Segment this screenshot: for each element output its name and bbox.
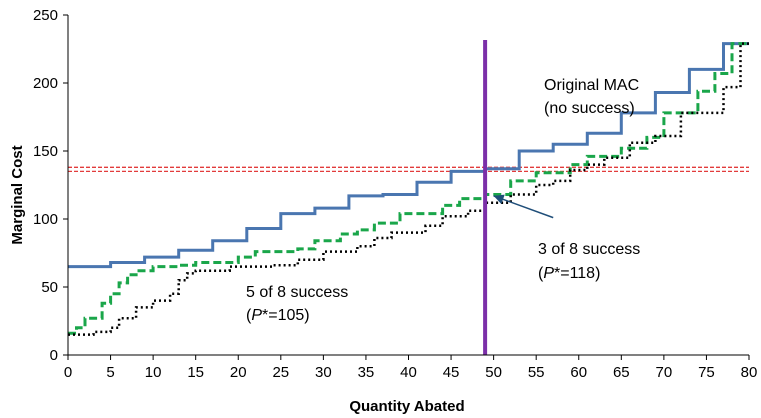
- x-tick-label: 80: [741, 364, 758, 381]
- annotation-3of8-value: *=118): [554, 265, 600, 282]
- y-tick-label: 150: [33, 143, 58, 160]
- y-tick-label: 250: [33, 7, 58, 24]
- series-layer: [68, 40, 749, 355]
- reference-lines: [68, 166, 749, 173]
- x-tick-label: 70: [656, 364, 673, 381]
- annotation-3of8-paren-open: (: [538, 265, 544, 282]
- x-tick-label: 75: [698, 364, 715, 381]
- x-tick-label: 55: [528, 364, 545, 381]
- annotation-5of8-line1: 5 of 8 success: [246, 284, 348, 301]
- x-tick-label: 0: [64, 364, 72, 381]
- series-original-mac: [68, 42, 749, 269]
- x-ticks: 0 5 10 15 20 25 30 35 40 45 50 55 60 65 70 75 80: [64, 355, 758, 381]
- arrow-head: [493, 194, 505, 205]
- annotation-3of8-p: P: [543, 265, 554, 282]
- annotation-3of8-line1: 3 of 8 success: [538, 241, 640, 258]
- annotation-original-mac-line1: Original MAC: [544, 77, 639, 94]
- y-tick-label: 0: [50, 347, 58, 364]
- x-tick-label: 45: [443, 364, 460, 381]
- x-tick-label: 15: [187, 364, 204, 381]
- y-ticks: 0 50 100 150 200 250: [33, 7, 68, 364]
- x-tick-label: 35: [358, 364, 375, 381]
- series-5-of-8-success: [68, 42, 749, 335]
- annotation-arrow: [493, 194, 554, 219]
- x-tick-label: 50: [485, 364, 502, 381]
- annotation-5of8-line2: (P*=105): [246, 307, 310, 324]
- annotation-5of8-value: *=105): [262, 307, 310, 324]
- annotation-original-mac-line2: (no success): [544, 100, 635, 117]
- y-tick-label: 100: [33, 211, 58, 228]
- annotation-3of8-line2: (P*=118): [538, 265, 600, 282]
- y-axis-title: Marginal Cost: [9, 145, 26, 244]
- y-tick-label: 200: [33, 75, 58, 92]
- x-tick-label: 30: [315, 364, 332, 381]
- axes: [67, 15, 749, 356]
- x-tick-label: 60: [570, 364, 587, 381]
- y-tick-label: 50: [41, 279, 58, 296]
- x-tick-label: 5: [106, 364, 114, 381]
- x-axis-title: Quantity Abated: [349, 398, 464, 415]
- x-tick-label: 65: [613, 364, 630, 381]
- annotation-5of8-p: P: [251, 307, 262, 324]
- arrow-shaft: [493, 195, 554, 219]
- x-tick-label: 40: [400, 364, 417, 381]
- x-tick-label: 25: [272, 364, 289, 381]
- x-tick-label: 10: [145, 364, 162, 381]
- annotation-5of8-paren-open: (: [246, 307, 252, 324]
- series-3-of-8-success: [68, 42, 749, 336]
- x-tick-label: 20: [230, 364, 247, 381]
